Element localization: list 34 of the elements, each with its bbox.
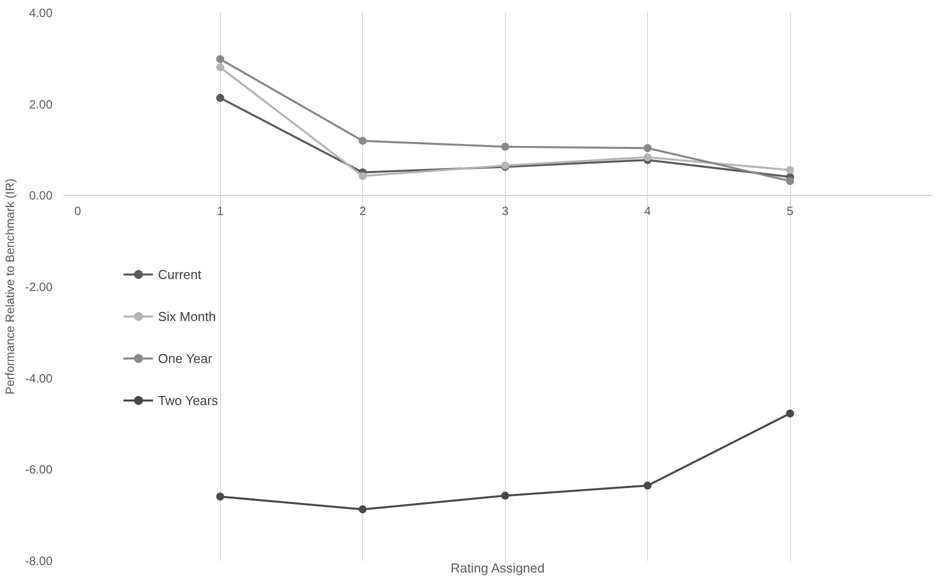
point — [644, 144, 652, 152]
x-tick-label: 2 — [359, 204, 366, 218]
point — [358, 136, 367, 145]
point — [501, 492, 510, 500]
y-tick-label: -4.00 — [25, 371, 53, 386]
legend-label: One Year — [158, 350, 212, 366]
legend-label: Current — [158, 266, 202, 282]
legend-label: Six Month — [158, 308, 216, 324]
x-axis-title: Rating Assigned — [450, 560, 545, 576]
point — [216, 55, 224, 64]
x-tick-label: 1 — [216, 204, 224, 218]
point — [216, 94, 224, 102]
point — [358, 505, 367, 514]
point — [644, 482, 652, 490]
x-tick-label: 5 — [786, 204, 794, 218]
point — [358, 172, 367, 180]
point — [786, 166, 794, 174]
y-tick-label: 0.00 — [29, 188, 53, 203]
point — [786, 409, 794, 418]
y-tick-label: -6.00 — [25, 462, 53, 477]
y-tick-label: -2.00 — [25, 280, 53, 294]
x-tick-label: 4 — [644, 204, 652, 218]
legend-label: Two Years — [158, 392, 218, 408]
y-axis-title: Performance Relative to Benchmark (IR) — [3, 178, 18, 395]
point — [501, 142, 510, 151]
point — [644, 153, 652, 162]
point — [786, 177, 794, 186]
y-tick-label: 4.00 — [29, 6, 53, 20]
y-tick-label: -8.00 — [25, 554, 53, 568]
x-tick-label: 3 — [502, 204, 509, 218]
point — [216, 63, 224, 72]
x-tick-label: 0 — [74, 204, 82, 218]
point — [216, 492, 224, 501]
y-tick-label: 2.00 — [29, 97, 53, 112]
